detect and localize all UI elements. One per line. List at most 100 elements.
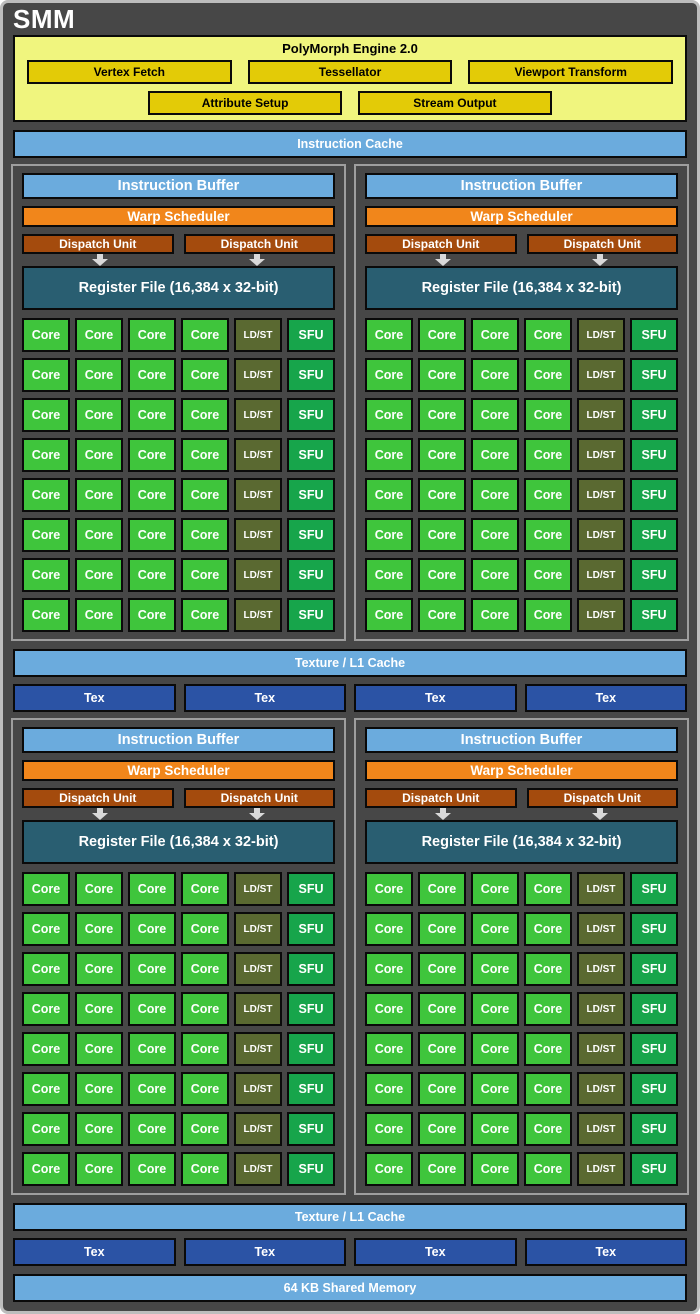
core-cell: Core xyxy=(418,1072,466,1106)
sfu-cell: SFU xyxy=(630,1032,678,1066)
core-cell: Core xyxy=(128,1072,176,1106)
core-cell: Core xyxy=(128,1152,176,1186)
polymorph-unit-viewport-transform: Viewport Transform xyxy=(468,60,674,84)
core-cell: Core xyxy=(75,358,123,392)
processing-block-1: Instruction Buffer Warp Scheduler Dispatch… xyxy=(11,164,346,641)
core-cell: Core xyxy=(524,1152,572,1186)
polymorph-row-1: Vertex Fetch Tessellator Viewport Transfor… xyxy=(27,60,674,84)
sfu-cell: SFU xyxy=(287,912,335,946)
sfu-cell: SFU xyxy=(630,478,678,512)
core-cell: Core xyxy=(524,952,572,986)
execution-unit-grid: Core Core Core Core LD/ST SFU Core Core Core Core… xyxy=(365,872,678,1186)
down-arrow-icon xyxy=(248,808,265,820)
ldst-cell: LD/ST xyxy=(577,438,625,472)
sfu-cell: SFU xyxy=(630,992,678,1026)
sfu-cell: SFU xyxy=(287,952,335,986)
tex-unit: Tex xyxy=(354,1238,517,1266)
dispatch-unit: Dispatch Unit xyxy=(22,788,174,808)
dispatch-arrow-slot xyxy=(522,254,679,266)
core-cell: Core xyxy=(471,318,519,352)
core-cell: Core xyxy=(471,358,519,392)
dispatch-unit: Dispatch Unit xyxy=(526,234,678,254)
ldst-cell: LD/ST xyxy=(234,318,282,352)
core-cell: Core xyxy=(181,358,229,392)
core-cell: Core xyxy=(75,912,123,946)
core-cell: Core xyxy=(418,478,466,512)
core-cell: Core xyxy=(128,952,176,986)
core-cell: Core xyxy=(418,438,466,472)
ldst-cell: LD/ST xyxy=(234,952,282,986)
dispatch-arrow-slot xyxy=(365,808,522,820)
core-cell: Core xyxy=(75,518,123,552)
ldst-cell: LD/ST xyxy=(577,1112,625,1146)
down-arrow-icon xyxy=(435,808,452,820)
core-cell: Core xyxy=(75,952,123,986)
core-cell: Core xyxy=(181,478,229,512)
sfu-cell: SFU xyxy=(630,912,678,946)
core-cell: Core xyxy=(75,872,123,906)
tex-unit: Tex xyxy=(524,684,687,712)
ldst-cell: LD/ST xyxy=(234,598,282,632)
ldst-cell: LD/ST xyxy=(577,872,625,906)
core-cell: Core xyxy=(22,358,70,392)
sfu-cell: SFU xyxy=(287,398,335,432)
polymorph-engine: PolyMorph Engine 2.0 Vertex Fetch Tessell… xyxy=(13,35,687,122)
execution-unit-grid: Core Core Core Core LD/ST SFU Core Core Core Core… xyxy=(22,318,335,632)
warp-scheduler-bar: Warp Scheduler xyxy=(365,760,678,781)
core-cell: Core xyxy=(128,558,176,592)
ldst-cell: LD/ST xyxy=(577,1072,625,1106)
ldst-cell: LD/ST xyxy=(577,952,625,986)
core-cell: Core xyxy=(128,598,176,632)
core-cell: Core xyxy=(471,478,519,512)
dispatch-unit: Dispatch Unit xyxy=(365,788,517,808)
polymorph-unit-stream-output: Stream Output xyxy=(358,91,552,115)
sfu-cell: SFU xyxy=(630,358,678,392)
core-cell: Core xyxy=(524,872,572,906)
page-title: SMM xyxy=(13,4,76,34)
core-cell: Core xyxy=(181,318,229,352)
ldst-cell: LD/ST xyxy=(577,598,625,632)
core-cell: Core xyxy=(365,952,413,986)
execution-unit-grid: Core Core Core Core LD/ST SFU Core Core Core Core… xyxy=(365,318,678,632)
dispatch-unit: Dispatch Unit xyxy=(183,788,335,808)
ldst-cell: LD/ST xyxy=(234,398,282,432)
processing-block-2: Instruction Buffer Warp Scheduler Dispatch… xyxy=(354,164,689,641)
core-cell: Core xyxy=(365,358,413,392)
core-cell: Core xyxy=(128,438,176,472)
core-cell: Core xyxy=(365,598,413,632)
core-cell: Core xyxy=(181,1112,229,1146)
core-cell: Core xyxy=(181,872,229,906)
dispatch-arrow-slot xyxy=(179,254,336,266)
polymorph-unit-attribute-setup: Attribute Setup xyxy=(148,91,342,115)
sfu-cell: SFU xyxy=(630,872,678,906)
ldst-cell: LD/ST xyxy=(234,478,282,512)
ldst-cell: LD/ST xyxy=(234,992,282,1026)
polymorph-unit-vertex-fetch: Vertex Fetch xyxy=(27,60,232,84)
register-file-bar: Register File (16,384 x 32-bit) xyxy=(22,266,335,310)
down-arrow-icon xyxy=(92,808,109,820)
processing-blocks-bottom: Instruction Buffer Warp Scheduler Dispatch… xyxy=(11,718,689,1195)
ldst-cell: LD/ST xyxy=(577,398,625,432)
core-cell: Core xyxy=(524,1032,572,1066)
core-cell: Core xyxy=(471,518,519,552)
core-cell: Core xyxy=(418,912,466,946)
core-cell: Core xyxy=(75,398,123,432)
core-cell: Core xyxy=(181,438,229,472)
tex-unit: Tex xyxy=(13,1238,176,1266)
ldst-cell: LD/ST xyxy=(234,1032,282,1066)
ldst-cell: LD/ST xyxy=(234,1072,282,1106)
core-cell: Core xyxy=(524,438,572,472)
register-file-bar: Register File (16,384 x 32-bit) xyxy=(22,820,335,864)
core-cell: Core xyxy=(418,398,466,432)
core-cell: Core xyxy=(365,1112,413,1146)
dispatch-unit-row: Dispatch Unit Dispatch Unit xyxy=(365,234,678,254)
sfu-cell: SFU xyxy=(287,872,335,906)
core-cell: Core xyxy=(22,952,70,986)
texture-l1-cache-bar: Texture / L1 Cache xyxy=(13,649,687,677)
core-cell: Core xyxy=(365,558,413,592)
ldst-cell: LD/ST xyxy=(234,1152,282,1186)
texture-l1-cache-bar: Texture / L1 Cache xyxy=(13,1203,687,1231)
core-cell: Core xyxy=(181,1072,229,1106)
ldst-cell: LD/ST xyxy=(577,1152,625,1186)
